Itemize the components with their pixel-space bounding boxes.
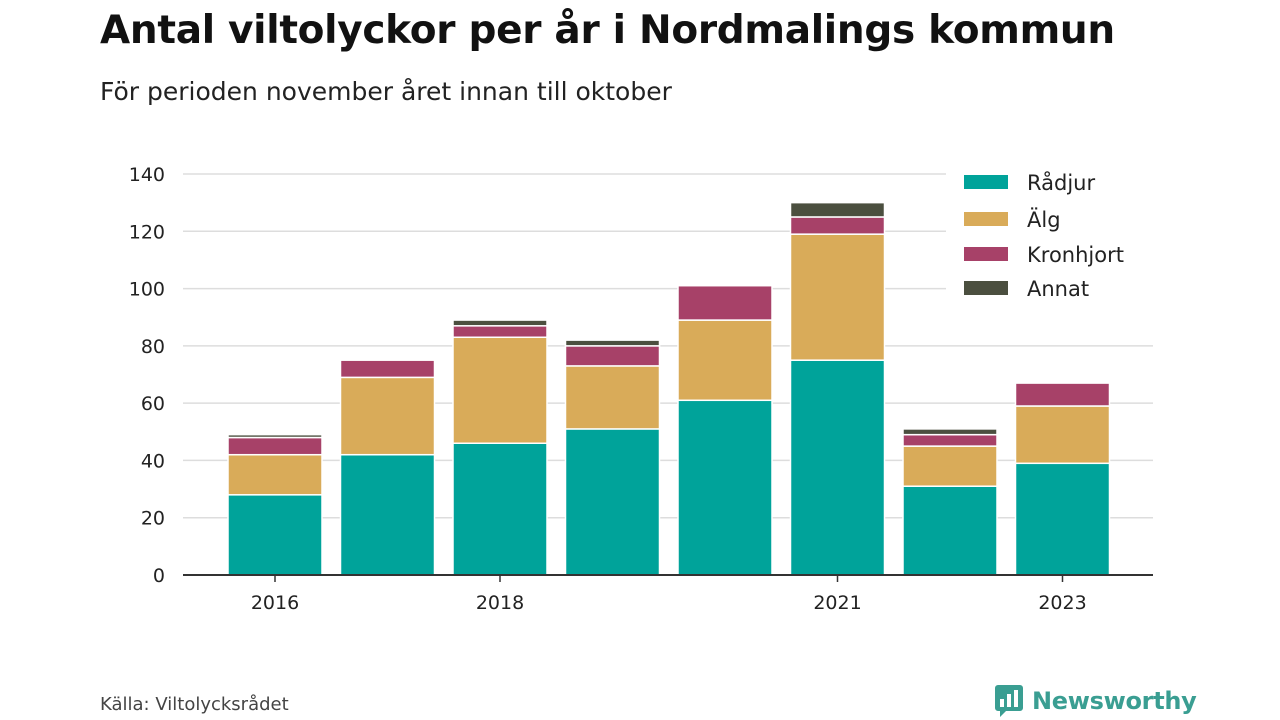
bar-2020-kronhjort [677, 284, 773, 321]
bar-2018-annat [452, 319, 548, 327]
bar-2018-rådjur [452, 442, 548, 576]
y-tick-label: 100 [129, 279, 165, 301]
bar-2021-älg [789, 233, 886, 361]
legend-label: Annat [1027, 277, 1089, 301]
legend-swatch-älg [964, 212, 1008, 226]
bar-2017-kronhjort [339, 359, 436, 379]
bar-2019-kronhjort [564, 345, 661, 367]
bar-2021-annat [789, 201, 886, 218]
y-tick-label: 0 [153, 565, 165, 587]
x-tick-label: 2023 [1038, 592, 1086, 614]
bar-2016-rådjur [227, 494, 323, 576]
bar-2019-rådjur [564, 428, 661, 576]
bar-2020-älg [677, 319, 773, 402]
bar-2022-älg [902, 445, 998, 487]
bar-2018-älg [452, 336, 548, 444]
bar-2020-rådjur [677, 399, 773, 576]
bar-2016-älg [227, 453, 323, 496]
x-tick-label: 2021 [813, 592, 861, 614]
bar-2016-kronhjort [227, 436, 323, 456]
legend-label: Älg [1027, 207, 1061, 232]
bar-2021-kronhjort [789, 216, 886, 235]
bar-2019-älg [564, 365, 661, 430]
legend-label: Kronhjort [1027, 243, 1124, 267]
x-tick-label: 2016 [251, 592, 299, 614]
y-axis-ticks: 0 20 40 60 80 100 120 140 [129, 164, 165, 587]
bar-2021-rådjur [789, 359, 886, 576]
bar-2023-kronhjort [1014, 382, 1111, 407]
legend-label: Rådjur [1027, 170, 1095, 195]
source-note: Källa: Viltolycksrådet [100, 694, 289, 715]
x-tick-label: 2018 [476, 592, 524, 614]
brand-name: Newsworthy [1032, 687, 1197, 715]
chart-subtitle: För perioden november året innan till ok… [100, 77, 672, 106]
y-tick-label: 20 [141, 508, 165, 530]
y-tick-label: 80 [141, 336, 165, 358]
bar-2016-annat [227, 433, 323, 439]
bar-2018-kronhjort [452, 325, 548, 339]
newsworthy-logo-icon [995, 685, 1023, 717]
x-axis: 2016 2018 2021 2023 [183, 574, 1153, 614]
bar-2022-rådjur [902, 485, 998, 576]
bar-2022-annat [902, 428, 998, 436]
y-tick-label: 40 [141, 450, 165, 472]
bar-2023-rådjur [1014, 462, 1111, 576]
y-tick-label: 120 [129, 221, 165, 243]
chart-title: Antal viltolyckor per år i Nordmalings k… [100, 8, 1115, 53]
bar-2019-annat [564, 339, 661, 347]
bar-2017-rådjur [339, 453, 436, 576]
bars [227, 201, 1111, 576]
legend-swatch-rådjur [964, 175, 1008, 189]
bar-2023-älg [1014, 405, 1111, 465]
bar-2017-älg [339, 376, 436, 456]
legend-swatch-annat [964, 281, 1008, 295]
legend-swatch-kronhjort [964, 247, 1008, 261]
legend: Rådjur Älg Kronhjort Annat [946, 165, 1156, 305]
bar-2022-kronhjort [902, 433, 998, 447]
y-tick-label: 140 [129, 164, 165, 186]
y-tick-label: 60 [141, 393, 165, 415]
newsworthy-logo: Newsworthy [994, 683, 1197, 719]
